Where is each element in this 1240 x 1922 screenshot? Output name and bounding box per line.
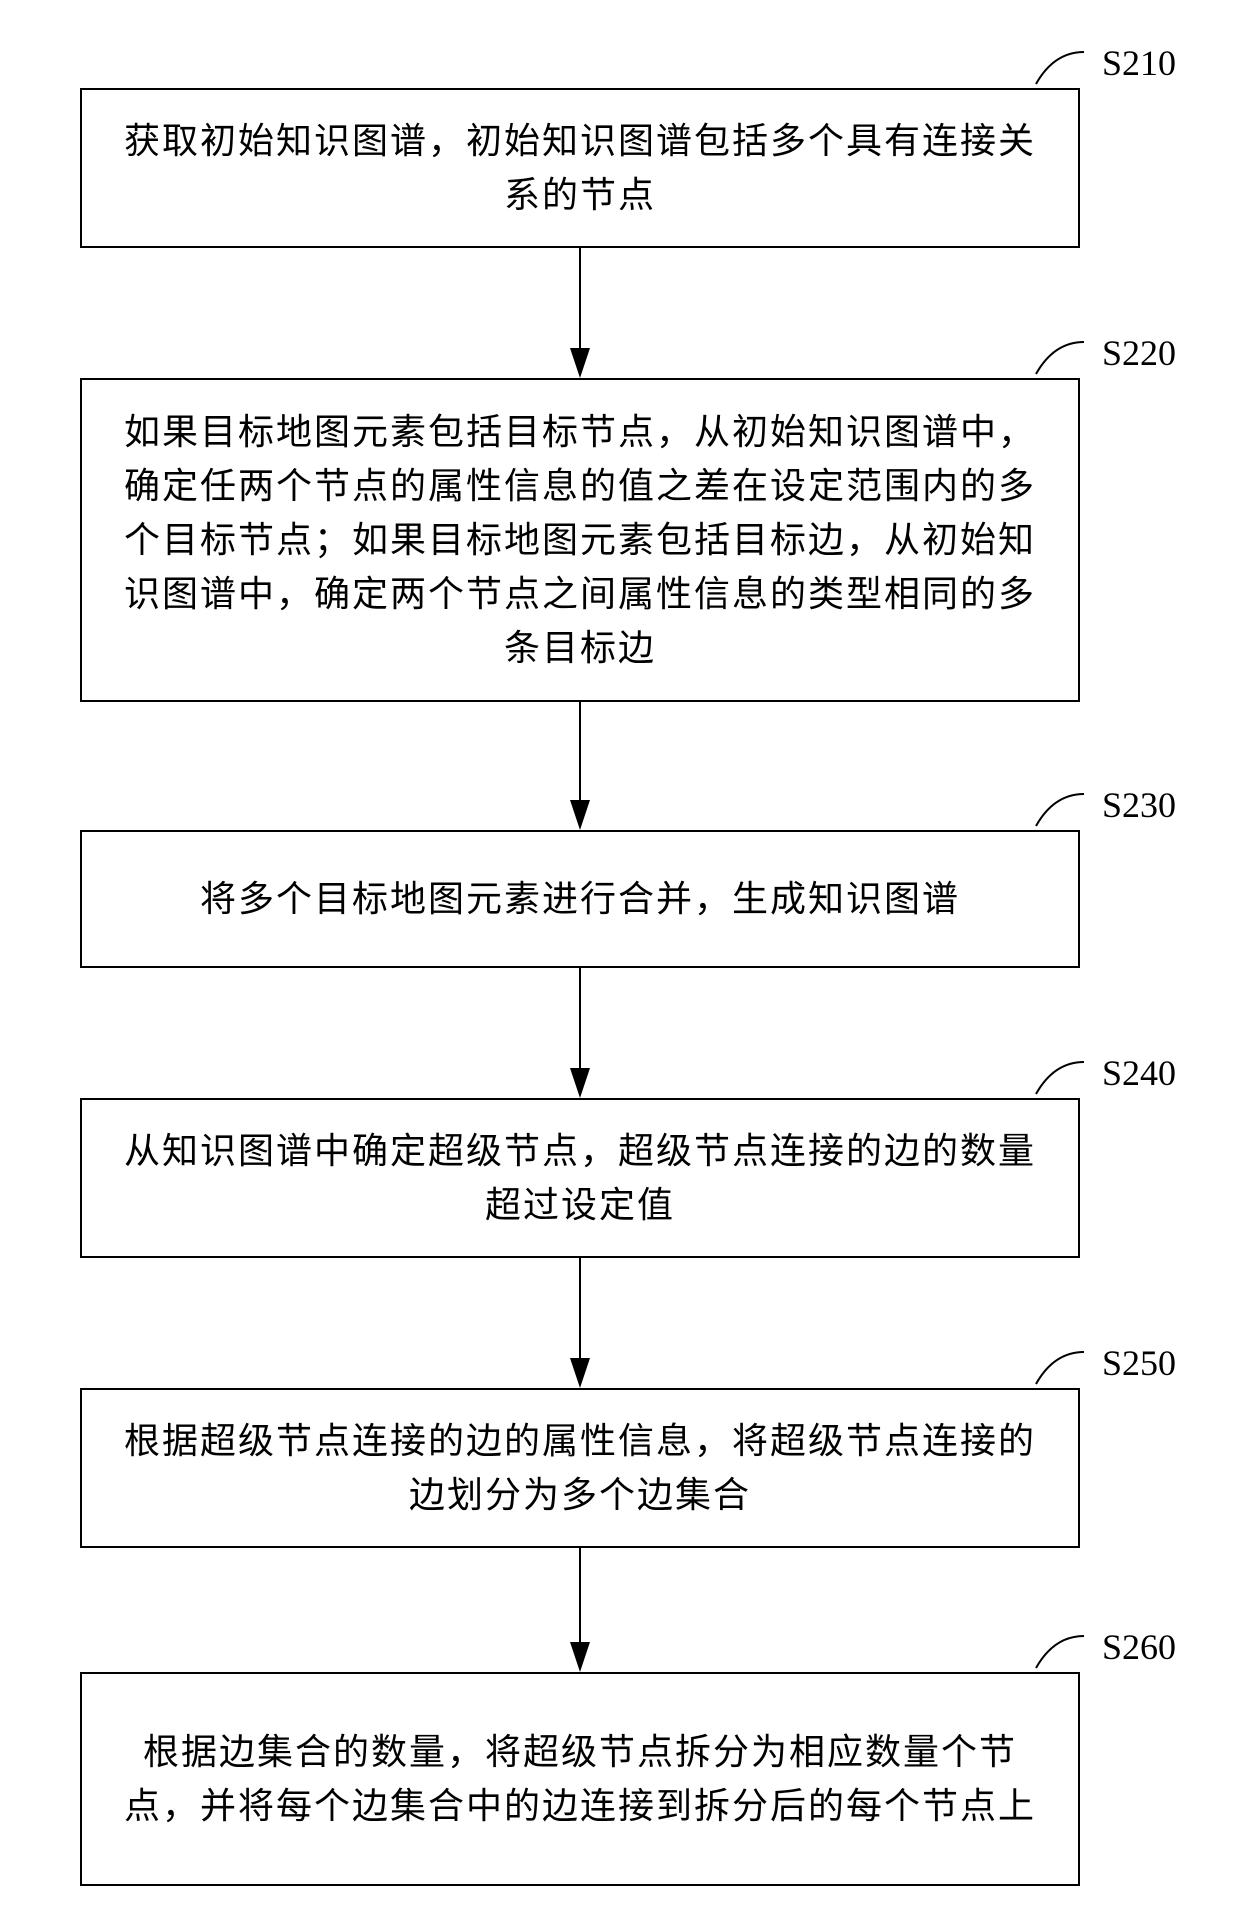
step-label-s230: S230 [1102,784,1176,826]
step-label-s260: S260 [1102,1626,1176,1668]
node-s230: 将多个目标地图元素进行合并，生成知识图谱 [80,830,1080,968]
step-label-s250: S250 [1102,1342,1176,1384]
arrow-s210-s220 [568,248,592,378]
node-text-s240: 从知识图谱中确定超级节点，超级节点连接的边的数量超过设定值 [122,1124,1038,1232]
arrow-s230-s240 [568,968,592,1098]
arrow-s220-s230 [568,702,592,830]
arrow-s240-s250 [568,1258,592,1388]
node-text-s230: 将多个目标地图元素进行合并，生成知识图谱 [200,872,960,926]
node-s210: 获取初始知识图谱，初始知识图谱包括多个具有连接关系的节点 [80,88,1080,248]
node-text-s210: 获取初始知识图谱，初始知识图谱包括多个具有连接关系的节点 [122,114,1038,222]
step-label-s220: S220 [1102,332,1176,374]
node-s260: 根据边集合的数量，将超级节点拆分为相应数量个节点，并将每个边集合中的边连接到拆分… [80,1672,1080,1886]
node-s240: 从知识图谱中确定超级节点，超级节点连接的边的数量超过设定值 [80,1098,1080,1258]
node-text-s250: 根据超级节点连接的边的属性信息，将超级节点连接的边划分为多个边集合 [122,1414,1038,1522]
node-s220: 如果目标地图元素包括目标节点，从初始知识图谱中，确定任两个节点的属性信息的值之差… [80,378,1080,702]
node-text-s260: 根据边集合的数量，将超级节点拆分为相应数量个节点，并将每个边集合中的边连接到拆分… [122,1725,1038,1833]
step-label-s240: S240 [1102,1052,1176,1094]
step-label-s210: S210 [1102,42,1176,84]
node-text-s220: 如果目标地图元素包括目标节点，从初始知识图谱中，确定任两个节点的属性信息的值之差… [122,405,1038,675]
node-s250: 根据超级节点连接的边的属性信息，将超级节点连接的边划分为多个边集合 [80,1388,1080,1548]
arrow-s250-s260 [568,1548,592,1672]
flowchart-canvas: S210 获取初始知识图谱，初始知识图谱包括多个具有连接关系的节点 S220 如… [0,0,1240,1922]
